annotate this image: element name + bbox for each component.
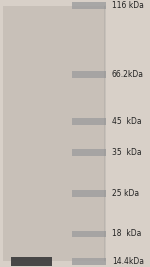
FancyBboxPatch shape bbox=[72, 149, 106, 156]
Text: 25 kDa: 25 kDa bbox=[112, 189, 139, 198]
Text: 45  kDa: 45 kDa bbox=[112, 117, 142, 126]
FancyBboxPatch shape bbox=[72, 71, 106, 78]
FancyBboxPatch shape bbox=[3, 6, 105, 261]
FancyBboxPatch shape bbox=[72, 231, 106, 237]
Text: 66.2kDa: 66.2kDa bbox=[112, 70, 144, 79]
Text: 116 kDa: 116 kDa bbox=[112, 1, 144, 10]
Text: 35  kDa: 35 kDa bbox=[112, 148, 142, 157]
FancyBboxPatch shape bbox=[12, 257, 52, 266]
Text: 14.4kDa: 14.4kDa bbox=[112, 257, 144, 266]
FancyBboxPatch shape bbox=[72, 118, 106, 125]
Text: 18  kDa: 18 kDa bbox=[112, 229, 141, 238]
FancyBboxPatch shape bbox=[72, 2, 106, 9]
FancyBboxPatch shape bbox=[72, 190, 106, 197]
FancyBboxPatch shape bbox=[72, 258, 106, 265]
